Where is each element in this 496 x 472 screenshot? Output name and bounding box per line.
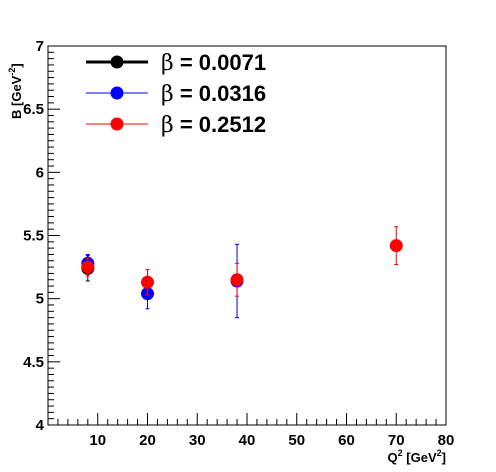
x-tick-label: 60 bbox=[338, 432, 355, 449]
data-points bbox=[81, 226, 403, 319]
legend-entry-2: β = 0.0316 bbox=[86, 81, 266, 107]
y-tick-label: 6.5 bbox=[23, 101, 44, 118]
data-point bbox=[141, 275, 154, 289]
tick-labels: 10 20 30 40 50 60 70 80 4 4.5 5 5.5 6 6.5 7 bbox=[23, 38, 454, 449]
legend-entry-1: β = 0.0071 bbox=[86, 50, 266, 76]
y-tick-label: 6 bbox=[36, 164, 44, 181]
x-axis-title: Q2 [GeV2] bbox=[388, 448, 446, 465]
x-tick-label: 80 bbox=[438, 432, 455, 449]
x-tick-label: 40 bbox=[239, 432, 256, 449]
x-tick-label: 30 bbox=[189, 432, 206, 449]
y-tick-label: 5.5 bbox=[23, 228, 44, 245]
x-tick-label: 20 bbox=[139, 432, 156, 449]
y-tick-label: 7 bbox=[36, 38, 44, 55]
legend-marker bbox=[110, 86, 124, 100]
legend-marker bbox=[110, 55, 124, 69]
legend-label: β = 0.0071 bbox=[161, 50, 266, 76]
y-tick-label: 4.5 bbox=[23, 354, 44, 371]
y-axis-title: B [GeV-2] bbox=[7, 63, 24, 119]
y-tick-label: 5 bbox=[36, 291, 44, 308]
legend-entry-3: β = 0.2512 bbox=[86, 112, 266, 138]
series-2 bbox=[81, 243, 244, 319]
data-point bbox=[389, 239, 403, 253]
legend-marker bbox=[110, 117, 124, 131]
y-tick-label: 4 bbox=[36, 417, 45, 434]
legend-label: β = 0.0316 bbox=[161, 81, 266, 107]
data-point bbox=[81, 260, 95, 274]
series-3 bbox=[81, 226, 403, 297]
x-tick-label: 50 bbox=[288, 432, 305, 449]
axis-ticks bbox=[47, 45, 447, 426]
legend: β = 0.0071 β = 0.0316 β = 0.2512 bbox=[86, 50, 266, 138]
legend-label: β = 0.2512 bbox=[161, 112, 266, 138]
data-point bbox=[230, 273, 244, 287]
x-tick-label: 10 bbox=[89, 432, 106, 449]
x-tick-label: 70 bbox=[388, 432, 405, 449]
